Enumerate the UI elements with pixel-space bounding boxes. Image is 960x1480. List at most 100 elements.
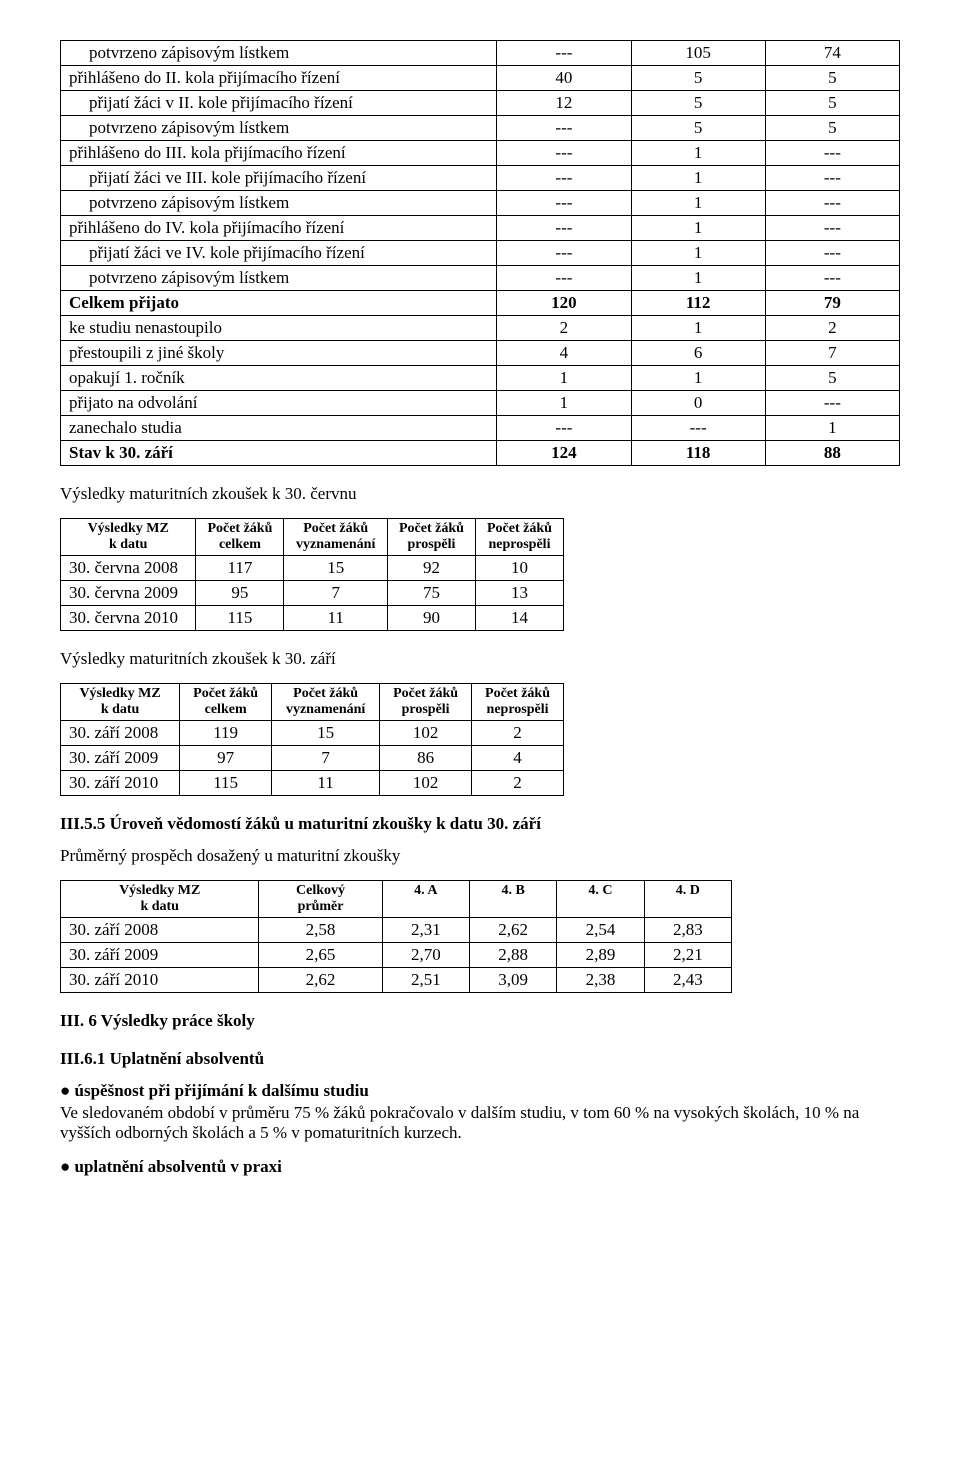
table-row: 30. září 2008119151022: [61, 721, 564, 746]
table-row: 30. září 20092,652,702,882,892,21: [61, 943, 732, 968]
row-value: ---: [497, 166, 631, 191]
row-value: 2: [765, 316, 899, 341]
row-value: ---: [765, 166, 899, 191]
row-value: 1: [631, 316, 765, 341]
row-value: 4: [497, 341, 631, 366]
row-value: 1: [765, 416, 899, 441]
row-label: přestoupili z jiné školy: [61, 341, 497, 366]
row-value: 7: [272, 746, 380, 771]
row-value: 1: [631, 141, 765, 166]
table-row: potvrzeno zápisovým lístkem---10574: [61, 41, 900, 66]
col-header: Výsledky MZk datu: [61, 881, 259, 918]
row-value: 2,54: [557, 918, 644, 943]
row-value: 30. června 2008: [61, 556, 196, 581]
col-header: Výsledky MZk datu: [61, 519, 196, 556]
table-row: 30. června 20099577513: [61, 581, 564, 606]
row-value: 74: [765, 41, 899, 66]
row-value: 2: [497, 316, 631, 341]
row-value: 92: [387, 556, 475, 581]
row-value: 5: [765, 91, 899, 116]
row-value: 2,88: [470, 943, 557, 968]
table-row: přihlášeno do III. kola přijímacího říze…: [61, 141, 900, 166]
table-row: opakují 1. ročník115: [61, 366, 900, 391]
row-label: přihlášeno do II. kola přijímacího řízen…: [61, 66, 497, 91]
row-value: ---: [765, 391, 899, 416]
row-value: ---: [765, 241, 899, 266]
row-value: 88: [765, 441, 899, 466]
col-header: 4. C: [557, 881, 644, 918]
row-value: ---: [497, 266, 631, 291]
row-label: přijatí žáci ve IV. kole přijímacího říz…: [61, 241, 497, 266]
table-row: Stav k 30. září12411888: [61, 441, 900, 466]
row-value: 79: [765, 291, 899, 316]
row-value: ---: [497, 116, 631, 141]
heading-355: III.5.5 Úroveň vědomostí žáků u maturitn…: [60, 814, 900, 834]
row-value: 2,62: [259, 968, 382, 993]
row-label: potvrzeno zápisovým lístkem: [61, 116, 497, 141]
row-value: 2,83: [644, 918, 731, 943]
row-value: 2,70: [382, 943, 469, 968]
row-value: 15: [272, 721, 380, 746]
row-value: ---: [497, 216, 631, 241]
row-value: 2,65: [259, 943, 382, 968]
col-header: 4. B: [470, 881, 557, 918]
row-value: ---: [497, 191, 631, 216]
bullet1-text: Ve sledovaném období v průměru 75 % žáků…: [60, 1103, 900, 1143]
row-value: 1: [497, 366, 631, 391]
row-label: ke studiu nenastoupilo: [61, 316, 497, 341]
row-value: 115: [196, 606, 284, 631]
col-header: Počet žákůvyznamenání: [272, 684, 380, 721]
table-row: potvrzeno zápisovým lístkem---55: [61, 116, 900, 141]
row-value: 1: [631, 216, 765, 241]
table-row: ke studiu nenastoupilo212: [61, 316, 900, 341]
row-value: 112: [631, 291, 765, 316]
row-value: 2,38: [557, 968, 644, 993]
row-value: 4: [472, 746, 564, 771]
table-row: přihlášeno do IV. kola přijímacího řízen…: [61, 216, 900, 241]
row-value: 7: [284, 581, 388, 606]
row-value: 102: [380, 721, 472, 746]
row-value: 30. září 2009: [61, 746, 180, 771]
row-value: 120: [497, 291, 631, 316]
bullet1-title: ● úspěšnost při přijímání k dalšímu stud…: [60, 1081, 900, 1101]
row-value: 86: [380, 746, 472, 771]
row-value: 30. června 2010: [61, 606, 196, 631]
row-value: 11: [284, 606, 388, 631]
row-label: opakují 1. ročník: [61, 366, 497, 391]
row-value: 40: [497, 66, 631, 91]
col-header: Výsledky MZk datu: [61, 684, 180, 721]
row-value: 2,21: [644, 943, 731, 968]
row-value: ---: [765, 141, 899, 166]
row-value: 30. září 2008: [61, 721, 180, 746]
row-value: 5: [765, 116, 899, 141]
table-row: 30. června 2008117159210: [61, 556, 564, 581]
table-row: přijatí žáci ve IV. kole přijímacího říz…: [61, 241, 900, 266]
table-mz-cervnu: Výsledky MZk datuPočet žákůcelkemPočet ž…: [60, 518, 564, 631]
col-header: 4. D: [644, 881, 731, 918]
row-value: 97: [180, 746, 272, 771]
col-header: Celkovýprůměr: [259, 881, 382, 918]
row-value: 2,43: [644, 968, 731, 993]
table-row: přihlášeno do II. kola přijímacího řízen…: [61, 66, 900, 91]
table-row: zanechalo studia------1: [61, 416, 900, 441]
table-row: 30. září 20102,622,513,092,382,43: [61, 968, 732, 993]
row-value: 7: [765, 341, 899, 366]
row-label: přijato na odvolání: [61, 391, 497, 416]
row-label: potvrzeno zápisovým lístkem: [61, 266, 497, 291]
row-value: 105: [631, 41, 765, 66]
table-mz-zari: Výsledky MZk datuPočet žákůcelkemPočet ž…: [60, 683, 564, 796]
row-value: 10: [475, 556, 563, 581]
table-admissions: potvrzeno zápisovým lístkem---10574přihl…: [60, 40, 900, 466]
row-value: ---: [765, 191, 899, 216]
row-value: 1: [631, 166, 765, 191]
row-value: 15: [284, 556, 388, 581]
col-header: Počet žákůvyznamenání: [284, 519, 388, 556]
col-header: Počet žákůneprospěli: [475, 519, 563, 556]
table-row: přijato na odvolání10---: [61, 391, 900, 416]
intro-355: Průměrný prospěch dosažený u maturitní z…: [60, 846, 900, 866]
row-value: ---: [497, 241, 631, 266]
row-value: ---: [765, 266, 899, 291]
col-header: 4. A: [382, 881, 469, 918]
row-value: 13: [475, 581, 563, 606]
row-value: 3,09: [470, 968, 557, 993]
